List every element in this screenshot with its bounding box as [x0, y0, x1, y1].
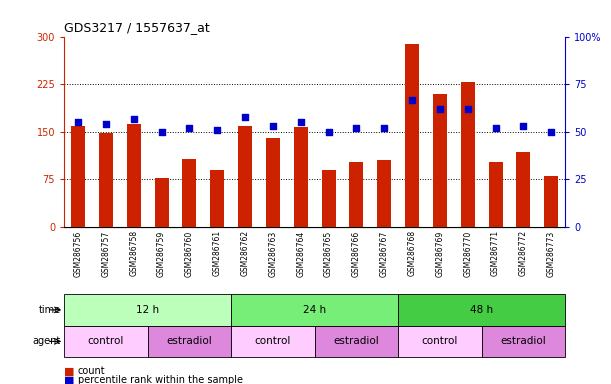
Point: [156, 129, 166, 135]
Text: 12 h: 12 h: [136, 305, 159, 315]
Point: [101, 121, 111, 127]
Point: [185, 125, 194, 131]
Bar: [64, 326, 148, 357]
Bar: [398, 294, 565, 326]
Bar: [148, 326, 231, 357]
Text: GSM286765: GSM286765: [324, 230, 333, 276]
Text: estradiol: estradiol: [167, 336, 212, 346]
Text: 48 h: 48 h: [470, 305, 493, 315]
Point: [129, 116, 139, 122]
Point: [324, 129, 334, 135]
Bar: [349, 162, 364, 227]
Text: control: control: [255, 336, 291, 346]
Text: GSM286768: GSM286768: [408, 230, 417, 276]
Text: control: control: [88, 336, 124, 346]
Text: GSM286770: GSM286770: [463, 230, 472, 276]
Point: [407, 96, 417, 103]
Point: [463, 106, 473, 112]
Text: GSM286767: GSM286767: [380, 230, 389, 276]
Point: [240, 114, 250, 120]
Bar: [155, 177, 169, 227]
Text: GSM286766: GSM286766: [352, 230, 361, 276]
Bar: [405, 45, 419, 227]
Point: [546, 129, 556, 135]
Bar: [481, 326, 565, 357]
Point: [73, 119, 83, 126]
Bar: [489, 162, 502, 227]
Text: GSM286760: GSM286760: [185, 230, 194, 276]
Text: GSM286764: GSM286764: [296, 230, 306, 276]
Text: GSM286772: GSM286772: [519, 230, 528, 276]
Bar: [183, 159, 196, 227]
Text: GSM286762: GSM286762: [241, 230, 249, 276]
Text: GSM286771: GSM286771: [491, 230, 500, 276]
Point: [379, 125, 389, 131]
Bar: [99, 133, 113, 227]
Text: GSM286769: GSM286769: [436, 230, 444, 276]
Point: [213, 127, 222, 133]
Text: GSM286756: GSM286756: [73, 230, 82, 276]
Bar: [378, 161, 391, 227]
Bar: [210, 170, 224, 227]
Text: ■: ■: [64, 375, 75, 384]
Bar: [294, 127, 308, 227]
Bar: [315, 326, 398, 357]
Text: count: count: [78, 366, 105, 376]
Bar: [321, 170, 335, 227]
Text: 24 h: 24 h: [303, 305, 326, 315]
Text: GDS3217 / 1557637_at: GDS3217 / 1557637_at: [64, 21, 210, 34]
Text: GSM286757: GSM286757: [101, 230, 111, 276]
Point: [519, 123, 529, 129]
Text: GSM286761: GSM286761: [213, 230, 222, 276]
Bar: [64, 294, 231, 326]
Text: GSM286773: GSM286773: [547, 230, 556, 276]
Text: ■: ■: [64, 366, 75, 376]
Text: time: time: [39, 305, 61, 315]
Text: GSM286759: GSM286759: [157, 230, 166, 276]
Bar: [461, 83, 475, 227]
Text: percentile rank within the sample: percentile rank within the sample: [78, 375, 243, 384]
Text: agent: agent: [33, 336, 61, 346]
Bar: [544, 176, 558, 227]
Bar: [127, 124, 141, 227]
Bar: [238, 126, 252, 227]
Point: [268, 123, 278, 129]
Point: [351, 125, 361, 131]
Bar: [433, 94, 447, 227]
Bar: [516, 152, 530, 227]
Point: [296, 119, 306, 126]
Bar: [71, 126, 85, 227]
Bar: [266, 138, 280, 227]
Text: control: control: [422, 336, 458, 346]
Text: estradiol: estradiol: [334, 336, 379, 346]
Bar: [231, 326, 315, 357]
Bar: [231, 294, 398, 326]
Text: GSM286763: GSM286763: [268, 230, 277, 276]
Bar: [398, 326, 481, 357]
Point: [491, 125, 500, 131]
Text: estradiol: estradiol: [500, 336, 546, 346]
Text: GSM286758: GSM286758: [130, 230, 138, 276]
Point: [435, 106, 445, 112]
